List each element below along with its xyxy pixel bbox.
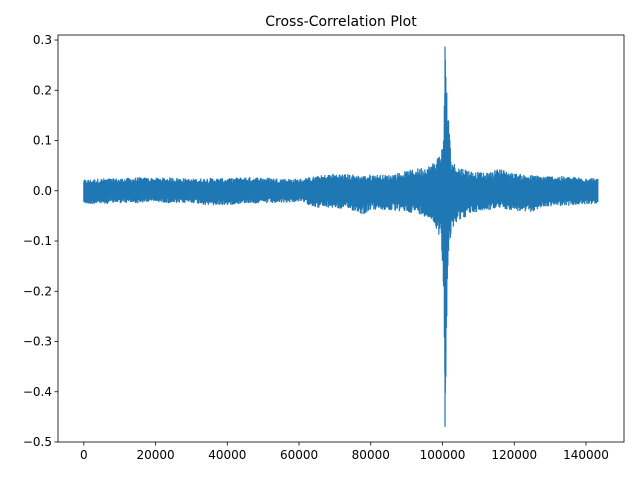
x-tick-label: 20000 <box>136 448 174 462</box>
y-tick-label: −0.4 <box>23 385 52 399</box>
x-tick-label: 120000 <box>491 448 537 462</box>
x-tick-label: 80000 <box>352 448 390 462</box>
y-tick-label: −0.3 <box>23 335 52 349</box>
x-tick-label: 0 <box>80 448 88 462</box>
x-tick-label: 140000 <box>563 448 609 462</box>
series-line-0 <box>83 46 599 427</box>
y-tick-label: −0.5 <box>23 435 52 449</box>
y-tick-label: 0.1 <box>33 134 52 148</box>
y-tick-label: −0.1 <box>23 234 52 248</box>
x-tick-label: 60000 <box>280 448 318 462</box>
plot-area <box>83 46 599 427</box>
chart-title: Cross-Correlation Plot <box>265 14 417 30</box>
axes-frame <box>57 34 625 443</box>
y-tick-label: 0.0 <box>33 184 52 198</box>
x-tick-label: 40000 <box>208 448 246 462</box>
y-tick-label: 0.2 <box>33 83 52 97</box>
y-tick-label: 0.3 <box>33 33 52 47</box>
y-tick-label: −0.2 <box>23 284 52 298</box>
x-tick-label: 100000 <box>420 448 466 462</box>
axes: 0 20000 40000 60000 80000 100000 120000 140000 −… <box>23 33 625 462</box>
